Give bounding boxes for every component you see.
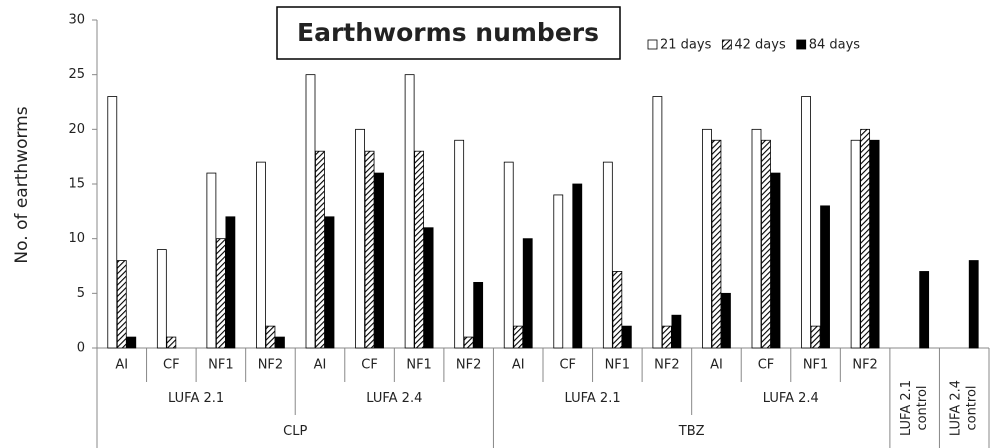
x-tick-label: NF2 (654, 358, 679, 373)
bar (463, 336, 474, 349)
bar (602, 161, 613, 349)
group-label: LUFA 2.4 (366, 391, 422, 406)
x-tick-label: LUFA 2.1 (899, 380, 914, 436)
x-tick-label: NF1 (605, 358, 630, 373)
x-tick-label: CF (758, 358, 775, 373)
bar (166, 336, 177, 349)
group-label: LUFA 2.4 (763, 391, 819, 406)
bar (503, 161, 514, 349)
supergroup-label: CLP (283, 424, 307, 439)
bar (265, 325, 276, 349)
bar (116, 260, 127, 349)
x-tick-label: NF1 (208, 358, 233, 373)
bar (850, 139, 861, 349)
bar (454, 139, 465, 349)
x-tick-label: LUFA 2.4 (949, 380, 964, 436)
bar (919, 271, 930, 349)
bar (256, 161, 266, 349)
bar (364, 150, 375, 349)
bar (810, 325, 821, 349)
bar (215, 238, 226, 349)
y-tick-label: 20 (68, 122, 85, 137)
bar (612, 271, 623, 349)
bar (661, 325, 672, 349)
bar (107, 96, 118, 349)
bar (414, 150, 425, 349)
x-tick-label: NF2 (456, 358, 481, 373)
legend-swatch (721, 39, 732, 50)
y-tick-label: 10 (68, 231, 85, 246)
group-label: LUFA 2.1 (168, 391, 224, 406)
bar (968, 260, 979, 349)
x-tick-label: NF2 (852, 358, 877, 373)
x-tick-label: AI (115, 358, 128, 373)
x-tick-label: control (915, 385, 930, 430)
bar (374, 172, 384, 349)
bar (761, 139, 771, 349)
bar (860, 128, 871, 349)
x-tick-label: control (965, 385, 980, 430)
bar (522, 238, 533, 349)
y-tick-label: 30 (68, 13, 85, 28)
bar (801, 96, 811, 349)
legend-label: 21 days (660, 38, 712, 53)
bar (355, 128, 365, 349)
chart-title: Earthworms numbers (297, 18, 599, 47)
legend-label: 84 days (809, 38, 861, 53)
bar (572, 183, 583, 349)
y-axis-label: No. of earthworms (12, 106, 32, 263)
x-tick-label: NF1 (803, 358, 828, 373)
bar (820, 205, 830, 349)
x-tick-label: AI (512, 358, 525, 373)
bar (225, 216, 236, 349)
y-tick-label: 0 (77, 341, 85, 356)
bar (305, 74, 316, 349)
bar (473, 281, 484, 349)
legend-label: 42 days (734, 38, 786, 53)
legend-swatch (647, 39, 658, 50)
x-tick-label: NF2 (258, 358, 283, 373)
bar (621, 325, 632, 349)
bar (721, 292, 731, 349)
x-tick-label: CF (361, 358, 378, 373)
x-tick-label: AI (710, 358, 723, 373)
x-tick-label: CF (163, 358, 180, 373)
bar (751, 128, 762, 349)
y-tick-label: 25 (68, 67, 85, 82)
bar (404, 74, 415, 349)
y-tick-label: 5 (77, 286, 85, 301)
supergroup-label: TBZ (678, 424, 705, 439)
bar (770, 172, 781, 349)
x-tick-label: AI (314, 358, 327, 373)
y-tick-label: 15 (68, 177, 85, 192)
group-label: LUFA 2.1 (565, 391, 621, 406)
bar (324, 216, 335, 349)
bar (671, 314, 682, 349)
x-tick-label: CF (559, 358, 576, 373)
bar (513, 325, 524, 349)
bar (315, 150, 325, 349)
bar (652, 96, 663, 349)
title-box (276, 6, 621, 60)
bar (206, 172, 217, 349)
bar (423, 227, 434, 349)
bar (711, 139, 722, 349)
legend-swatch (796, 39, 807, 50)
bar (702, 128, 712, 349)
bar (126, 336, 137, 349)
bar (869, 139, 880, 349)
x-tick-label: NF1 (406, 358, 431, 373)
bar (553, 194, 564, 349)
bar (275, 336, 285, 349)
bar (156, 249, 167, 349)
